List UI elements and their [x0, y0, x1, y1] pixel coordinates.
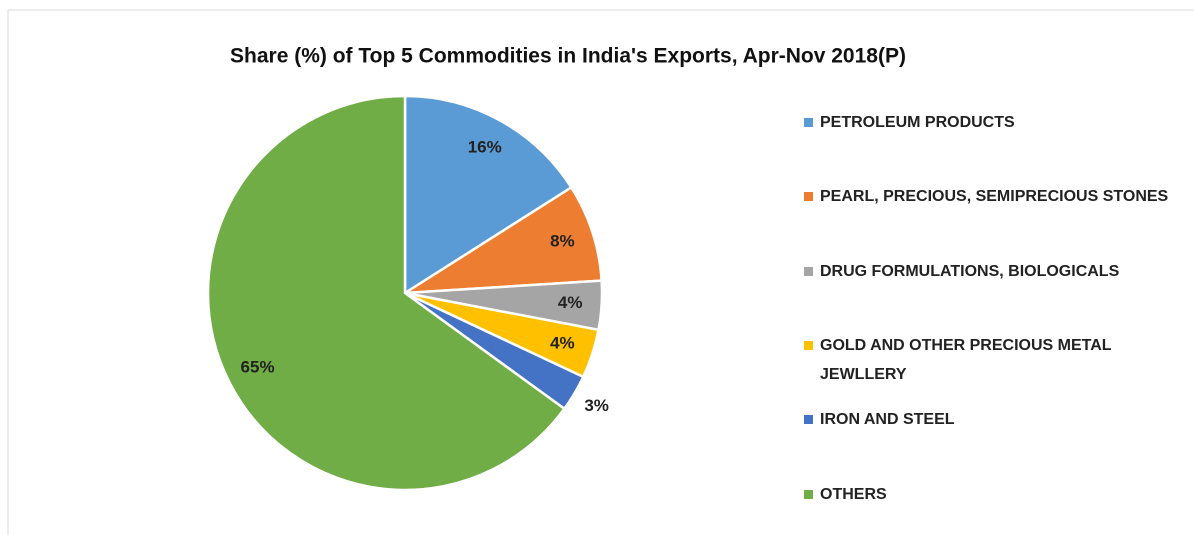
- legend-item: IRON AND STEEL: [804, 405, 1174, 434]
- legend-label: DRUG FORMULATIONS, BIOLOGICALS: [820, 262, 1120, 280]
- legend-item: PEARL, PRECIOUS, SEMIPRECIOUS STONES: [804, 182, 1174, 211]
- data-label: 8%: [550, 231, 575, 250]
- legend-item: OTHERS: [804, 480, 1174, 509]
- legend-item: GOLD AND OTHER PRECIOUS METAL JEWLLERY: [804, 331, 1174, 389]
- pie-slice: [206, 94, 567, 492]
- legend-item: DRUG FORMULATIONS, BIOLOGICALS: [804, 257, 1174, 286]
- legend-swatch: [804, 340, 813, 350]
- legend-label: GOLD AND OTHER PRECIOUS METAL JEWLLERY: [820, 336, 1112, 383]
- legend-item: PETROLEUM PRODUCTS: [804, 108, 1174, 137]
- legend-label: OTHERS: [820, 485, 887, 503]
- legend-swatch: [804, 118, 813, 127]
- chart-frame: [7, 9, 1194, 535]
- data-label: 3%: [584, 396, 609, 415]
- legend-label: PEARL, PRECIOUS, SEMIPRECIOUS STONES: [820, 188, 1169, 206]
- legend-swatch: [804, 266, 813, 276]
- data-label: 65%: [241, 358, 275, 377]
- legend-label: IRON AND STEEL: [820, 411, 955, 429]
- legend-label: PETROLEUM PRODUCTS: [820, 114, 1015, 131]
- data-label: 4%: [550, 334, 575, 353]
- chart-title: Share (%) of Top 5 Commodities in India'…: [230, 45, 906, 68]
- pie-slice: [404, 185, 603, 295]
- legend-swatch: [804, 489, 813, 499]
- data-label: 4%: [558, 293, 583, 312]
- legend-swatch: [804, 192, 813, 202]
- data-label: 16%: [468, 137, 502, 156]
- pie-slice: [403, 94, 574, 296]
- legend-swatch: [804, 415, 813, 425]
